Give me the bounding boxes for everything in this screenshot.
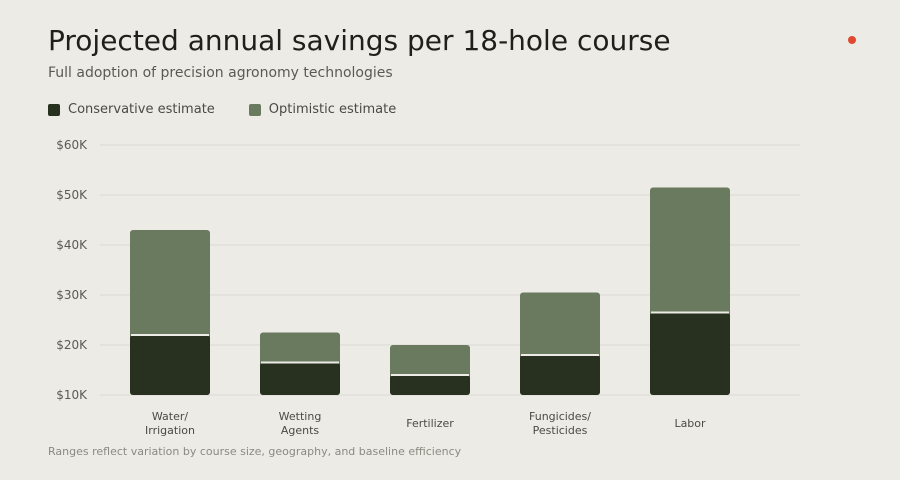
y-tick-label: $50K — [56, 188, 88, 202]
x-tick-label: Fertilizer — [406, 417, 454, 430]
x-tick-label: Water/ — [152, 410, 189, 423]
x-tick-label: Fungicides/ — [529, 410, 591, 423]
x-tick-label: Pesticides — [533, 424, 588, 437]
x-tick-label: Irrigation — [145, 424, 195, 437]
x-tick-label: Labor — [674, 417, 706, 430]
bar-conservative — [390, 375, 470, 395]
bar-conservative — [260, 362, 340, 395]
bar-conservative — [650, 312, 730, 395]
legend: Conservative estimate Optimistic estimat… — [48, 102, 396, 117]
legend-item-optimistic: Optimistic estimate — [248, 102, 397, 117]
y-tick-label: $10K — [56, 388, 88, 402]
y-tick-label: $60K — [56, 138, 88, 152]
chart-title: Projected annual savings per 18-hole cou… — [48, 24, 671, 57]
bar-conservative — [520, 355, 600, 395]
legend-item-conservative: Conservative estimate — [48, 102, 215, 117]
chart-subtitle: Full adoption of precision agronomy tech… — [48, 65, 393, 81]
legend-label-conservative: Conservative estimate — [68, 102, 215, 117]
y-tick-label: $40K — [56, 238, 88, 252]
bar-conservative — [130, 335, 210, 395]
legend-swatch-conservative — [48, 103, 60, 116]
x-tick-label: Wetting — [279, 410, 322, 423]
chart-footnote: Ranges reflect variation by course size,… — [48, 445, 462, 458]
legend-label-optimistic: Optimistic estimate — [268, 102, 397, 117]
y-tick-label: $20K — [56, 338, 88, 352]
status-dot-icon — [848, 36, 856, 44]
legend-swatch-optimistic — [248, 103, 261, 116]
y-tick-label: $30K — [56, 288, 88, 302]
x-tick-label: Agents — [281, 424, 320, 437]
